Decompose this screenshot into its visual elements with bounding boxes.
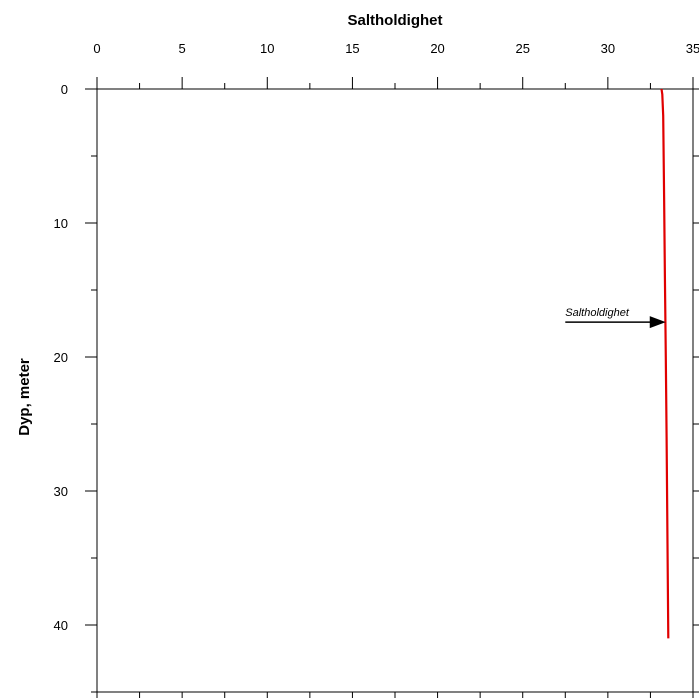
x-tick-label: 25 <box>515 41 529 56</box>
y-tick-label: 20 <box>54 350 68 365</box>
y-tick-label: 10 <box>54 216 68 231</box>
salinity-profile-line <box>660 88 670 639</box>
x-axis-ticks: 0 5 10 15 20 25 30 35 <box>93 41 699 698</box>
series-layer <box>660 88 670 639</box>
plot-frame <box>96 88 694 693</box>
y-axis-title: Dyp, meter <box>16 358 33 436</box>
annotation-label: Saltholdighet <box>565 307 630 319</box>
y-tick-label: 40 <box>54 618 68 633</box>
x-tick-label: 0 <box>93 41 100 56</box>
y-tick-label: 0 <box>61 82 68 97</box>
y-axis-ticks: 0 10 20 30 40 <box>54 82 699 693</box>
x-tick-label: 15 <box>345 41 359 56</box>
annotation-arrow-head <box>649 316 666 329</box>
y-tick-label: 30 <box>54 484 68 499</box>
x-tick-label: 35 <box>686 41 699 56</box>
x-tick-label: 10 <box>260 41 274 56</box>
x-tick-label: 5 <box>179 41 186 56</box>
x-tick-label: 20 <box>430 41 444 56</box>
annotation-layer: Saltholdighet <box>565 307 666 329</box>
x-axis-title: Saltholdighet <box>348 12 443 29</box>
x-tick-label: 30 <box>601 41 615 56</box>
